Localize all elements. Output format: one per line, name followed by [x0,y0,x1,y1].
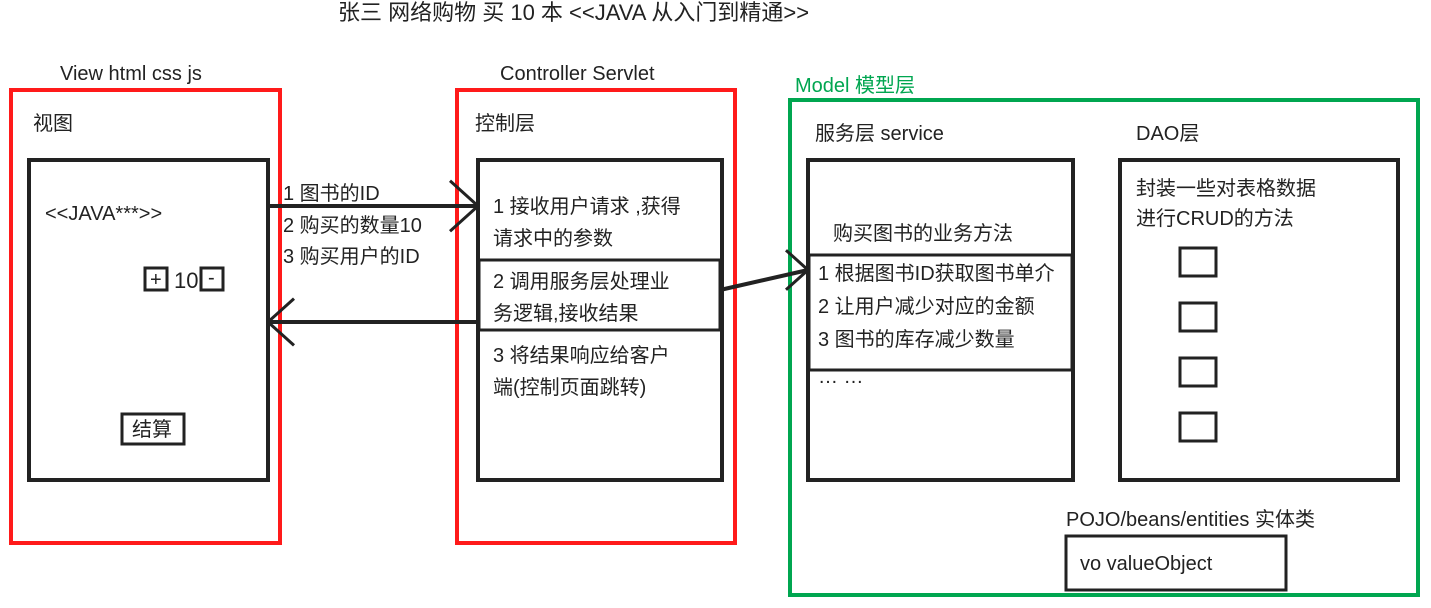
ctrl-step3a: 3 将结果响应给客户 [493,344,670,367]
arrow1-l3: 3 购买用户的ID [283,245,420,268]
minus-icon[interactable]: - [208,267,215,289]
service-l4: … … [818,366,864,388]
controller-header: Controller Servlet [500,63,655,85]
qty-value: 10 [174,268,198,293]
dao-method-slot-0 [1180,248,1216,276]
product-label: <<JAVA***>> [45,203,162,225]
dao-method-slot-1 [1180,303,1216,331]
model-header: Model 模型层 [795,74,915,97]
dao-method-slot-2 [1180,358,1216,386]
pojo-title: POJO/beans/entities 实体类 [1066,508,1315,531]
pojo-line: vo valueObject [1080,553,1213,575]
arrow1-l1: 1 图书的ID [283,182,380,205]
dao-title: DAO层 [1136,123,1199,145]
service-inner-box [808,160,1073,480]
arrow-view-to-ctrl-head [450,181,478,206]
dao-desc2: 进行CRUD的方法 [1136,207,1294,230]
ctrl-step3b: 端(控制页面跳转) [493,376,646,399]
ctrl-step1a: 1 接收用户请求 ,获得 [493,195,681,218]
service-l3: 3 图书的库存减少数量 [818,328,1015,351]
service-l1: 1 根据图书ID获取图书单介 [818,262,1055,285]
view-layer-box [11,90,280,543]
view-title: 视图 [33,112,73,135]
dao-method-slot-3 [1180,413,1216,441]
ctrl-step2b: 务逻辑,接收结果 [493,302,639,325]
checkout-label[interactable]: 结算 [132,418,172,441]
page-title: 张三 网络购物 买 10 本 <<JAVA 从入门到精通>> [338,0,809,25]
service-header: 购买图书的业务方法 [833,222,1013,245]
ctrl-step2a: 2 调用服务层处理业 [493,270,670,293]
view-header: View html css js [60,63,202,85]
arrow1-l2: 2 购买的数量10 [283,214,422,237]
service-title: 服务层 service [815,122,944,145]
ctrl-step1b: 请求中的参数 [493,227,613,250]
plus-icon[interactable]: + [150,269,162,291]
dao-desc1: 封装一些对表格数据 [1136,177,1316,200]
controller-title: 控制层 [475,112,535,135]
service-l2: 2 让用户减少对应的金额 [818,295,1035,318]
arrow-view-to-ctrl-head-b [450,206,478,231]
